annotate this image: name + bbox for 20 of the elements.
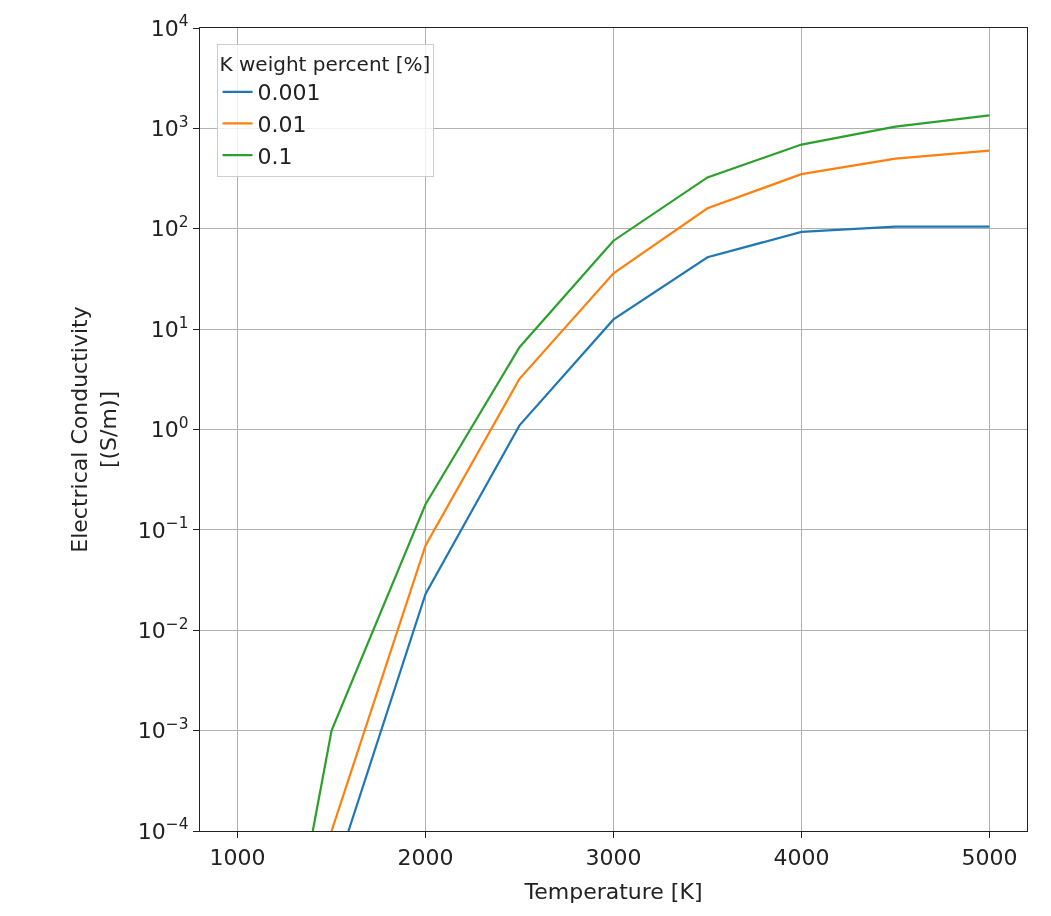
- y-tick-label: 10$^{−2}$: [137, 614, 189, 643]
- legend-label: 0.001: [257, 80, 321, 106]
- y-axis-title: Electrical Conductivity [(S/m)]: [66, 306, 121, 553]
- x-axis-title: Temperature [K]: [523, 879, 703, 905]
- y-tick-label: 10$^{2}$: [150, 213, 189, 242]
- y-tick-label: 10$^{4}$: [150, 12, 189, 41]
- x-tick-label: 5000: [961, 844, 1018, 870]
- legend-label: 0.1: [257, 143, 293, 169]
- y-tick-label: 10$^{0}$: [150, 413, 189, 443]
- x-tick-label: 4000: [773, 844, 830, 870]
- y-tick-label: 10$^{−1}$: [137, 514, 189, 543]
- y-tick-label: 10$^{1}$: [150, 313, 189, 342]
- legend-label: 0.01: [257, 112, 307, 138]
- legend-title: K weight percent [%]: [219, 52, 431, 77]
- x-tick-label: 3000: [585, 844, 642, 870]
- y-tick-label: 10$^{−4}$: [137, 815, 189, 844]
- y-tick-label: 10$^{3}$: [150, 112, 189, 142]
- y-tick-label: 10$^{−3}$: [137, 715, 189, 744]
- x-tick-label: 1000: [209, 844, 266, 870]
- x-tick-label: 2000: [397, 844, 454, 870]
